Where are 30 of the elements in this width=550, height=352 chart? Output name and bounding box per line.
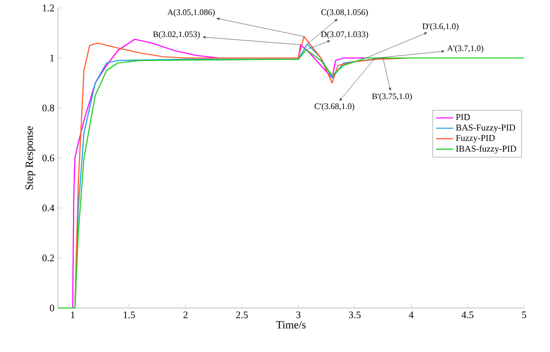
y-tick-label: 1 (50, 54, 54, 62)
y-tick-label: 1.2 (42, 4, 54, 12)
annotation: D'(3.6,1.0) (422, 23, 458, 31)
annotation: A'(3.7,1.0) (447, 45, 484, 53)
x-tick-label: 3 (296, 312, 300, 318)
y-tick-label: 0 (50, 304, 54, 312)
legend-label: Fuzzy-PID (456, 134, 495, 143)
y-tick-label: 0.2 (42, 254, 54, 262)
x-tick-label: 5 (522, 312, 526, 318)
legend-label: BAS-Fuzzy-PID (456, 124, 516, 132)
x-tick-label: 4.5 (462, 312, 474, 318)
x-tick-label: 3.5 (349, 312, 361, 318)
x-tick-label: 1.5 (124, 312, 135, 318)
annotation: C(3.08,1.056) (321, 9, 368, 17)
y-tick-label: 0.6 (42, 154, 54, 162)
annotation: A(3.05,1.086) (167, 9, 215, 17)
x-tick-label: 4 (408, 312, 414, 318)
x-axis-title: Time/s (276, 321, 306, 328)
legend-label: IBAS-fuzzy-PID (456, 145, 516, 154)
x-tick-label: 2 (183, 312, 188, 318)
legend-label: PID (456, 114, 470, 120)
annotation: C'(3.68,1.0) (314, 103, 354, 111)
y-axis-title: Step Response (26, 126, 36, 190)
annotation: B'(3.75,1.0) (372, 93, 412, 101)
y-tick-label: 0.4 (42, 204, 54, 212)
x-tick-label: 2.5 (236, 312, 248, 318)
x-tick-label: 1 (71, 312, 75, 318)
annotation: D(3.07,1.033) (320, 31, 368, 39)
annotation: B(3.02,1.053) (153, 31, 200, 39)
y-tick-label: 0.8 (42, 104, 54, 112)
